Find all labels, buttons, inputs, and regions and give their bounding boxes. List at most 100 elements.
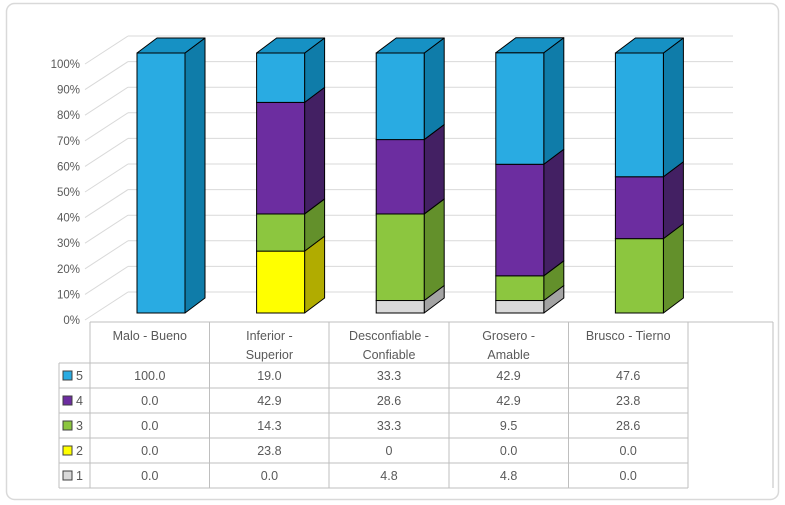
bar-segment-top-face — [495, 37, 565, 54]
table-value-cell: 0.0 — [141, 394, 158, 408]
table-value-cell: 100.0 — [134, 369, 165, 383]
bar-segment-side-face — [543, 148, 565, 277]
bar-segment — [256, 86, 326, 215]
bars-group — [136, 37, 684, 314]
legend-key-icon — [62, 420, 73, 431]
data-table: Malo - Bueno Inferior -Superior Desconfiab… — [58, 321, 774, 489]
bar-segment-front-face — [495, 300, 545, 314]
bar-segment-front-face — [375, 52, 425, 141]
table-header-cell: Brusco - Tierno — [586, 329, 671, 343]
table-value-cell: 0.0 — [500, 444, 517, 458]
bar-segment-front-face — [495, 275, 545, 302]
legend-key-icon — [62, 470, 73, 481]
bar-segment-front-face — [256, 213, 306, 252]
table-value-cell: 4.8 — [380, 469, 397, 483]
bar-segment — [256, 198, 326, 252]
gridline-depth-connector — [84, 265, 129, 295]
bar-segment-side-face — [423, 37, 445, 141]
bar-segment-side-face — [543, 37, 565, 165]
gridline-depth-connector — [84, 214, 129, 244]
bar-segment — [375, 37, 445, 141]
bar-segment-front-face — [256, 52, 306, 103]
table-value-cell: 23.8 — [616, 394, 640, 408]
table-header-cell: Desconfiable -Confiable — [349, 329, 429, 362]
bar-segment-top-face — [375, 37, 445, 54]
bar-segment-side-face — [423, 124, 445, 215]
y-axis-tick-label: 20% — [57, 264, 80, 276]
y-axis-tick-label: 80% — [57, 110, 80, 122]
y-axis-tick-label: 90% — [57, 85, 80, 97]
bar-segment-side-face — [423, 198, 445, 302]
table-value-cell: 42.9 — [257, 394, 281, 408]
table-value-cell: 0.0 — [261, 469, 278, 483]
bar-segment-front-face — [614, 52, 664, 178]
table-value-cell: 19.0 — [257, 369, 281, 383]
bar-segment-side-face — [184, 37, 206, 314]
bar-segment-front-face — [375, 300, 425, 314]
table-value-cell: 42.9 — [496, 394, 520, 408]
bar-segment-front-face — [614, 176, 664, 240]
bar-column — [256, 37, 326, 314]
legend-key-icon — [62, 445, 73, 456]
table-value-cell: 0.0 — [620, 469, 637, 483]
bar-column — [495, 37, 565, 314]
table-value-cell: 0.0 — [620, 444, 637, 458]
bar-segment — [256, 235, 326, 314]
table-value-cell: 0.0 — [141, 469, 158, 483]
y-axis-tick-label: 30% — [57, 238, 80, 250]
bar-segment-front-face — [256, 250, 306, 314]
table-value-cell: 14.3 — [257, 419, 281, 433]
table-value-cell: 28.6 — [377, 394, 401, 408]
bar-segment-front-face — [375, 139, 425, 215]
table-header-cell: Malo - Bueno — [113, 329, 187, 343]
bar-segment — [614, 161, 684, 240]
table-value-cell: 9.5 — [500, 419, 517, 433]
y-axis-tick-label: 70% — [57, 136, 80, 148]
series-name-label: 3 — [76, 419, 83, 433]
gridline-depth-connector — [84, 291, 129, 321]
series-name-label: 1 — [76, 469, 83, 483]
y-axis-tick-label: 100% — [51, 59, 80, 71]
bar-segment — [375, 124, 445, 215]
bar-segment-side-face — [662, 223, 684, 314]
gridline-depth-connector — [84, 189, 129, 219]
gridline-depth-connector — [84, 163, 129, 193]
series-name-label: 4 — [76, 394, 83, 408]
y-axis-tick-label: 50% — [57, 187, 80, 199]
bar-segment — [256, 37, 326, 103]
bar-segment — [614, 37, 684, 178]
bar-segment-top-face — [136, 37, 206, 54]
bar-segment-top-face — [614, 37, 684, 54]
bar-segment-front-face — [614, 238, 664, 314]
table-value-cell: 42.9 — [496, 369, 520, 383]
bar-segment — [136, 37, 206, 314]
y-axis: 100% 90% 80% 70% 60% 50% 40% 30% 20% 10% 0% — [51, 59, 80, 327]
series-name-label: 2 — [76, 444, 83, 458]
bar-segment-front-face — [495, 52, 545, 165]
gridline-depth-connector — [84, 61, 129, 91]
table-value-cell: 33.3 — [377, 369, 401, 383]
bar-segment — [375, 198, 445, 302]
y-axis-tick-label: 0% — [63, 315, 80, 327]
series-name-label: 5 — [76, 369, 83, 383]
table-value-cell: 23.8 — [257, 444, 281, 458]
table-value-cell: 33.3 — [377, 419, 401, 433]
bar-segment-front-face — [256, 101, 306, 215]
gridline-depth-connector — [84, 137, 129, 167]
bar-segment — [375, 285, 445, 314]
bar-column — [136, 37, 206, 314]
bar-segment-side-face — [304, 86, 326, 215]
gridline-depth-connector — [84, 35, 129, 65]
bar-segment — [495, 37, 565, 165]
table-header-cell: Grosero -Amable — [482, 329, 535, 362]
gridline-depth-connector — [84, 240, 129, 270]
bar-segment-front-face — [375, 213, 425, 302]
bar-segment-front-face — [136, 52, 186, 314]
table-value-cell: 47.6 — [616, 369, 640, 383]
bar-segment — [495, 148, 565, 277]
table-value-cell: 28.6 — [616, 419, 640, 433]
table-header-cell: Inferior -Superior — [246, 329, 293, 362]
gridline-depth-connector — [84, 112, 129, 142]
